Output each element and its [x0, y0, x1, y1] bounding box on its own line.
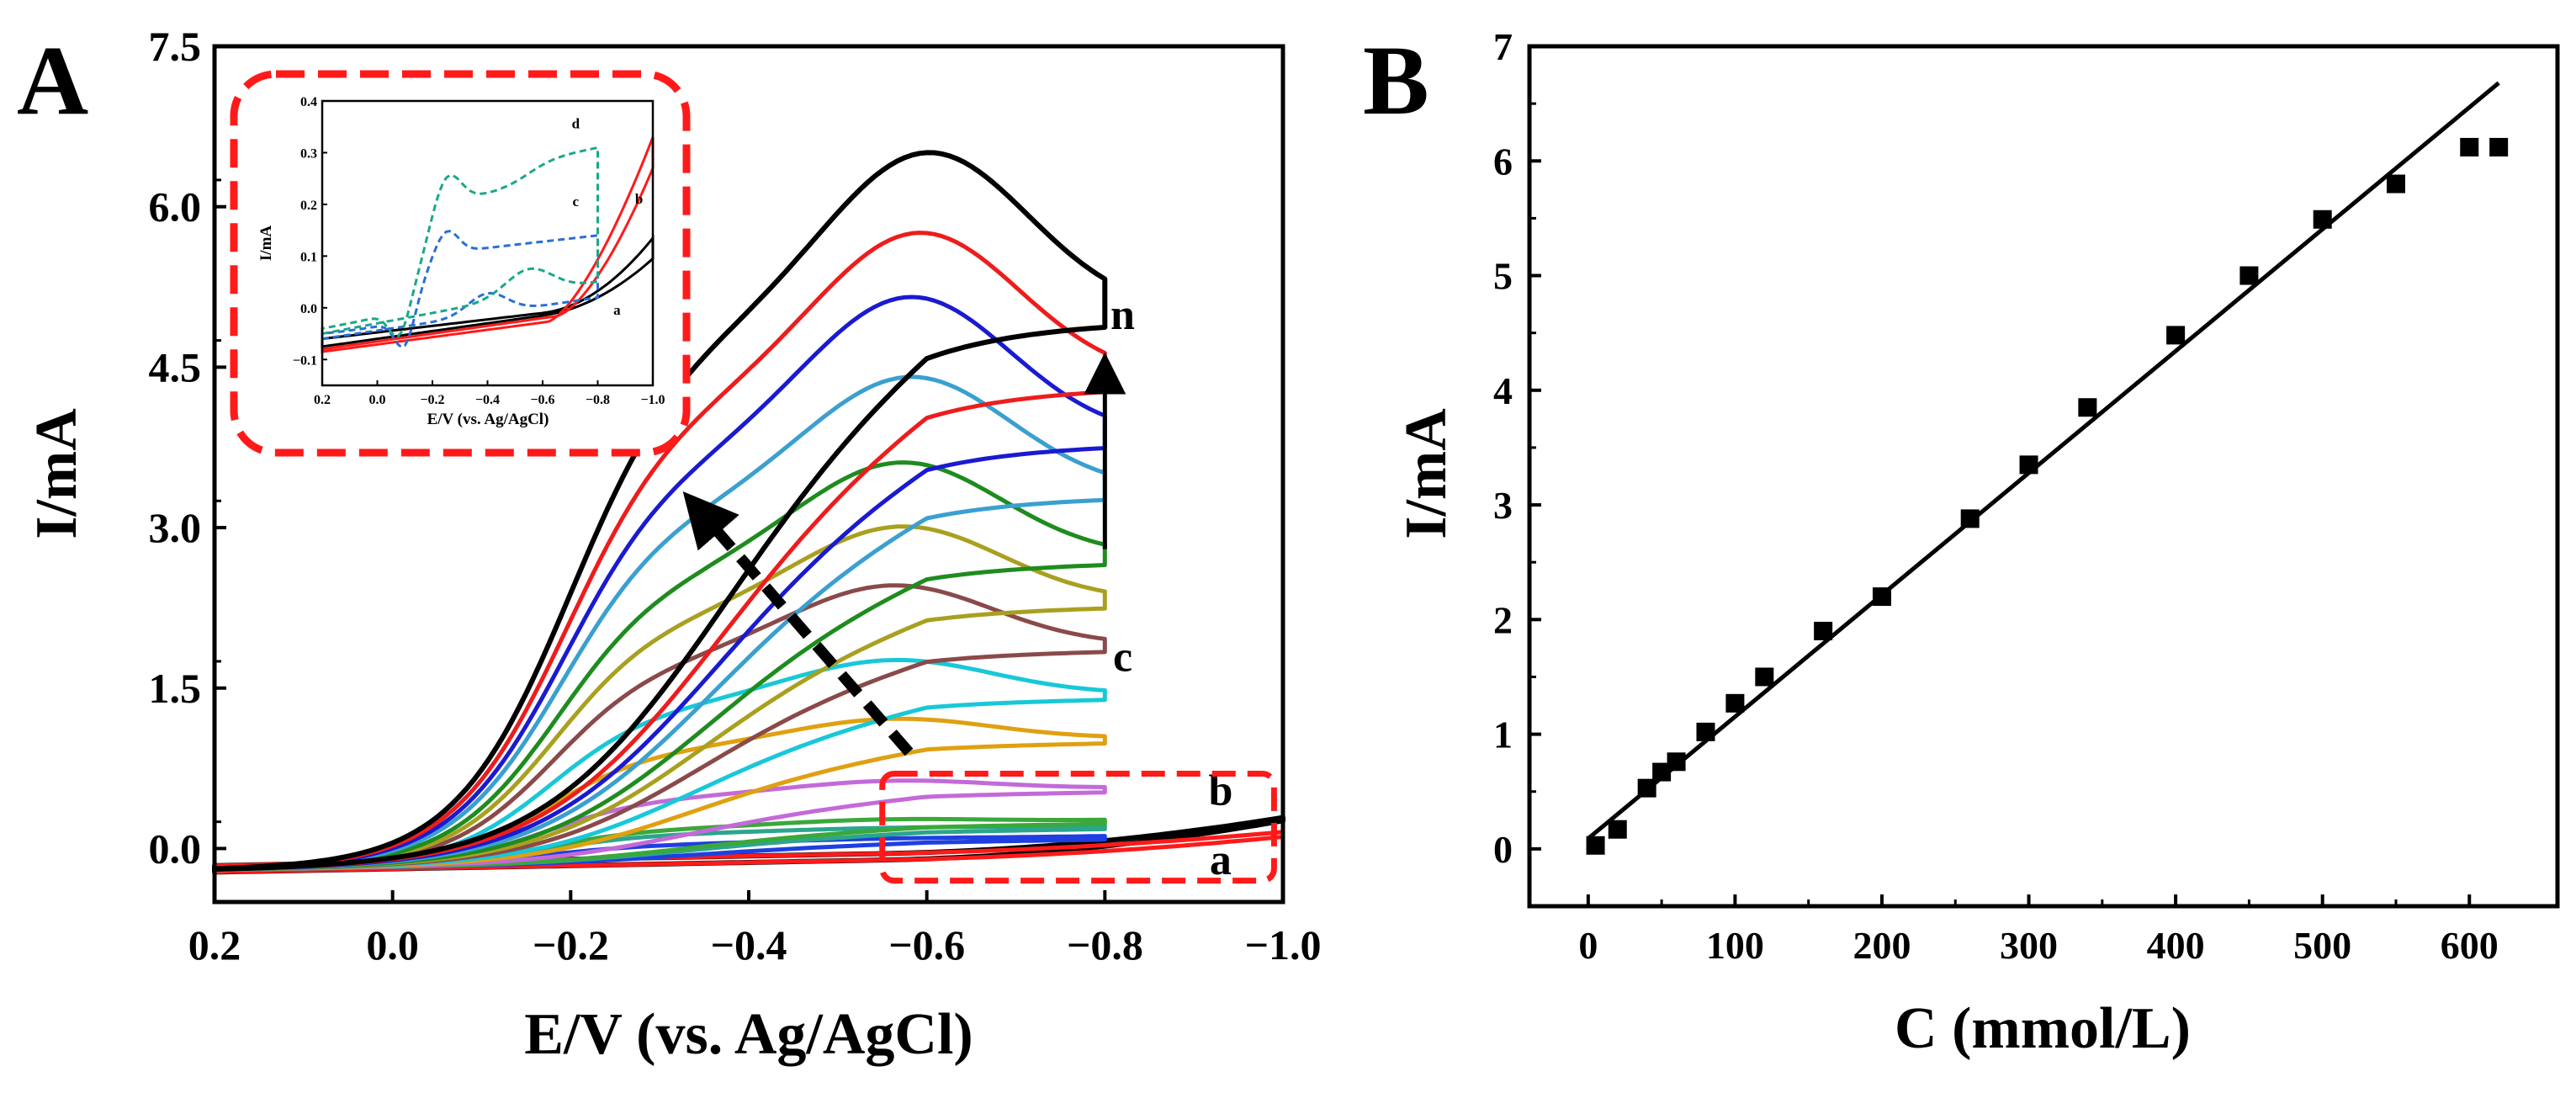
data-point	[2019, 455, 2038, 475]
peak-shift-dashed-arrow	[682, 491, 914, 756]
panel-a: A 0.2 0.0 −0.2 −0.4 −0.6 −0.8 −1.0 0.0 1.5 3.0 4.5…	[17, 23, 1322, 1067]
panel-a-ytick-label: 4.5	[149, 343, 202, 390]
panel-b-xtick-label: 0	[1578, 924, 1598, 967]
panel-a-ticks: 0.2 0.0 −0.2 −0.4 −0.6 −0.8 −1.0 0.0 1.5 3.0 4.5 6.…	[149, 23, 1322, 968]
panel-a-ytick-label: 1.5	[149, 665, 202, 712]
cv-curve-c7	[212, 583, 1107, 873]
data-point	[2489, 137, 2509, 157]
inset-xlabel: E/V (vs. Ag/AgCl)	[427, 411, 549, 428]
curve-label-a: a	[1210, 836, 1232, 884]
data-point	[1696, 722, 1715, 741]
data-point	[1872, 587, 1891, 607]
inset-xtick-label: −0.4	[475, 393, 500, 407]
inset-curve-c	[321, 230, 599, 349]
data-point	[2239, 266, 2259, 285]
panel-a-xtick-label: −0.6	[888, 921, 965, 968]
panel-b-xtick-label: 600	[2441, 924, 2499, 967]
panel-b-label: B	[1363, 25, 1429, 135]
panel-b-ytick-label: 5	[1493, 255, 1513, 298]
inset-ytick-label: −0.1	[293, 353, 317, 368]
data-point	[1667, 752, 1686, 772]
panel-b-ytick-label: 7	[1493, 25, 1513, 68]
panel-b-points	[1586, 137, 2509, 855]
data-point	[1637, 778, 1656, 798]
curve-label-n: n	[1110, 291, 1135, 339]
inset-ytick-label: 0.1	[300, 250, 317, 264]
panel-b-ytick-label: 3	[1493, 484, 1513, 527]
panel-a-xlabel: E/V (vs. Ag/AgCl)	[524, 1002, 973, 1067]
panel-b-ylabel: I/mA	[1394, 408, 1459, 539]
inset-curve-label-a: a	[613, 302, 621, 318]
panel-a-xtick-label: −1.0	[1245, 921, 1322, 968]
panel-a-xtick-label: −0.8	[1067, 921, 1143, 968]
data-point	[2313, 210, 2332, 229]
data-point	[1755, 667, 1774, 687]
panel-a-ylabel: I/mA	[24, 408, 89, 539]
inset-ytick-label: 0.3	[300, 146, 317, 161]
panel-a-xtick-label: −0.4	[711, 921, 787, 968]
linear-fit-line	[1587, 81, 2500, 841]
data-point	[2386, 174, 2405, 194]
panel-a-ytick-label: 6.0	[149, 183, 202, 231]
zoom-region-box	[879, 770, 1277, 884]
panel-b-xtick-label: 100	[1706, 924, 1764, 967]
inset-xtick-label: 0.2	[314, 393, 331, 407]
panel-b-xtick-label: 400	[2147, 924, 2205, 967]
inset-ytick-label: 0.0	[300, 302, 317, 316]
inset-plot: 0.2 0.0 −0.2 −0.4 −0.6 −0.8 −1.0 −0.1 0.0 0.1 0.2 0…	[230, 70, 691, 457]
data-point	[1608, 820, 1627, 839]
inset-dashed-border	[230, 70, 691, 457]
panel-b-ytick-label: 4	[1493, 369, 1513, 412]
panel-b-xlabel: C (mmol/L)	[1895, 996, 2191, 1061]
data-point	[1960, 509, 1980, 528]
inset-ticks: 0.2 0.0 −0.2 −0.4 −0.6 −0.8 −1.0 −0.1 0.0 0.1 0.2 0…	[293, 95, 665, 407]
panel-b-ytick-label: 1	[1493, 714, 1513, 756]
inset-ytick-label: 0.2	[300, 199, 317, 213]
inset-xtick-label: −1.0	[640, 393, 665, 407]
panel-b-xtick-label: 500	[2293, 924, 2351, 967]
panel-a-ytick-label: 7.5	[149, 23, 202, 70]
panel-b-xtick-label: 300	[2000, 924, 2058, 967]
panel-a-xtick-label: 0.0	[366, 921, 419, 968]
data-point	[2078, 398, 2097, 417]
data-point	[1652, 762, 1672, 782]
inset-curve-label-c: c	[573, 194, 580, 210]
inset-curve-label-d: d	[572, 116, 580, 132]
panel-b: B 0 100 200 300 400 500 600 0 1 2 3 4 5 6 7 I/mA C (mm…	[1363, 25, 2560, 1061]
cv-curve-c6	[212, 657, 1107, 873]
inset-ylabel: I/mA	[257, 225, 275, 262]
panel-a-ytick-label: 0.0	[149, 825, 202, 872]
inset-xtick-label: 0.0	[369, 393, 386, 407]
data-point	[1586, 836, 1605, 855]
panel-b-ytick-label: 2	[1493, 598, 1513, 641]
data-point	[2166, 326, 2186, 345]
data-point	[2460, 137, 2479, 157]
panel-a-ytick-label: 3.0	[149, 504, 202, 551]
inset-xtick-label: −0.6	[530, 393, 554, 407]
curve-label-c: c	[1113, 634, 1132, 682]
data-point	[1725, 693, 1745, 713]
data-point	[1814, 621, 1833, 640]
inset-curve-label-b: b	[635, 191, 643, 207]
panel-b-plot-frame	[1527, 44, 2560, 909]
inset-xtick-label: −0.8	[586, 393, 610, 407]
panel-a-label: A	[17, 25, 88, 135]
inset-xtick-label: −0.2	[420, 393, 444, 407]
panel-b-ytick-label: 0	[1493, 828, 1513, 871]
panel-b-ticks: 0 100 200 300 400 500 600 0 1 2 3 4 5 6 7	[1493, 25, 2499, 967]
panel-b-xtick-label: 200	[1852, 924, 1911, 967]
panel-b-ytick-label: 6	[1493, 140, 1513, 183]
cv-curve-n	[212, 150, 1108, 872]
inset-labels: d c b a	[572, 116, 644, 318]
cv-curve-c8	[212, 524, 1107, 873]
panel-a-xtick-label: −0.2	[533, 921, 609, 968]
inset-ytick-label: 0.4	[300, 95, 317, 109]
panel-a-xtick-label: 0.2	[188, 921, 241, 968]
